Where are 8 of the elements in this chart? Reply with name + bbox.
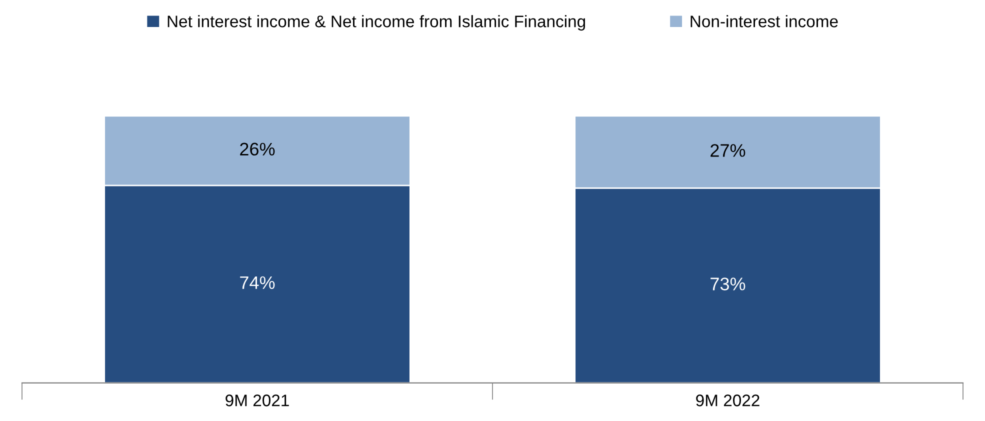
data-label: 73% bbox=[710, 278, 746, 290]
data-label: 27% bbox=[710, 144, 746, 157]
legend-label: Net interest income & Net income from Islamic Financing bbox=[168, 15, 586, 31]
x-tick-label: 9M 2021 bbox=[226, 394, 289, 406]
data-label: 26% bbox=[240, 142, 275, 156]
data-label: 74% bbox=[240, 276, 275, 289]
x-tick-label: 9M 2022 bbox=[696, 394, 760, 406]
legend-label: Non-interest income bbox=[690, 15, 838, 28]
